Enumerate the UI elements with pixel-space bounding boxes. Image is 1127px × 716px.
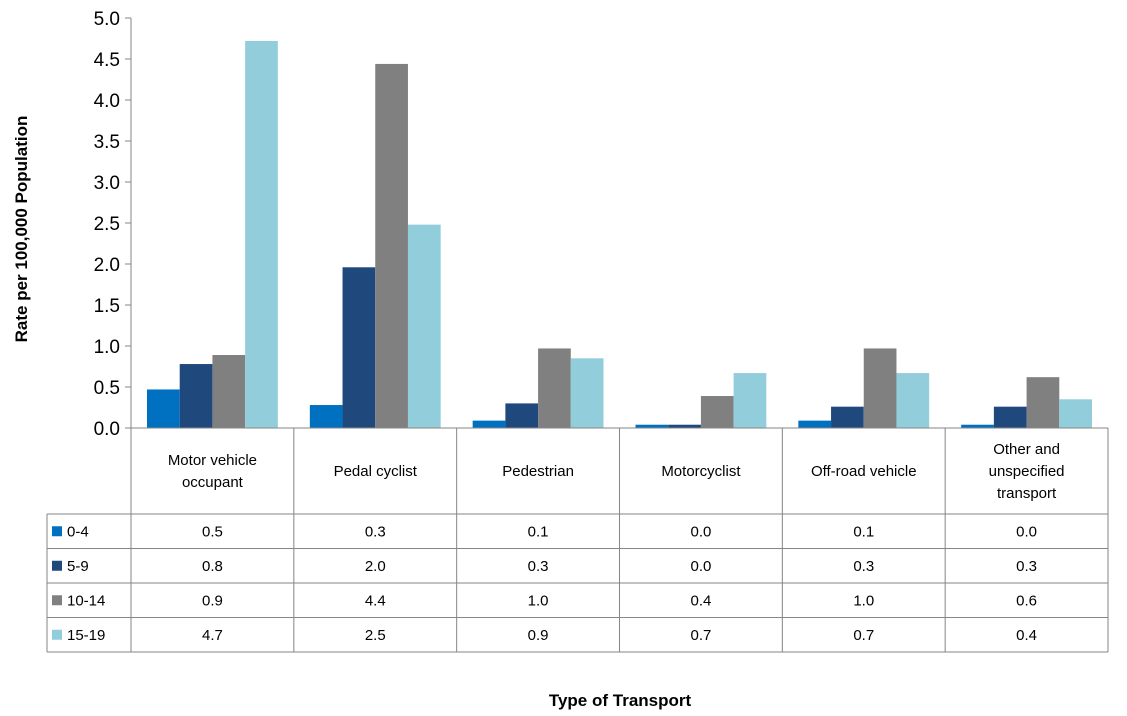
table-cell: 4.4 — [365, 592, 386, 609]
bar-10-14 — [1026, 377, 1060, 428]
y-tick-label: 0.0 — [94, 419, 120, 440]
bar-0-4 — [798, 420, 832, 428]
table-cell: 1.0 — [528, 592, 549, 609]
legend-label: 0-4 — [67, 523, 89, 540]
table-cell: 2.0 — [365, 558, 386, 575]
bar-5-9 — [179, 364, 213, 428]
bar-15-19 — [570, 358, 604, 428]
legend-label: 15-19 — [67, 627, 105, 644]
y-tick-label: 5.0 — [94, 9, 120, 30]
bars — [147, 40, 1092, 429]
y-axis-ticks: 0.0 0.5 1.0 1.5 2.0 2.5 3.0 3.5 4.0 4.5 5.0 — [94, 9, 131, 440]
category-label: Motorcyclist — [661, 463, 741, 480]
bar-10-14 — [212, 355, 246, 428]
bar-5-9 — [668, 424, 701, 428]
bar-5-9 — [831, 406, 864, 428]
y-tick-label: 2.5 — [94, 214, 120, 235]
table-cell: 0.1 — [528, 523, 549, 540]
bar-0-4 — [147, 389, 180, 428]
table-cell: 0.7 — [690, 627, 711, 644]
y-tick-label: 1.5 — [94, 296, 120, 317]
table-cell: 0.0 — [690, 558, 711, 575]
legend-key-10-14 — [52, 595, 62, 606]
bar-15-19 — [1059, 399, 1092, 428]
bar-0-4 — [472, 420, 506, 428]
data-table: Motor vehicle occupant Pedal cyclist Pedest… — [46, 428, 1109, 653]
table-cell: 4.7 — [202, 627, 223, 644]
category-label: Motor vehicle occupant — [168, 452, 257, 491]
table-cell: 0.1 — [853, 523, 874, 540]
table-cell: 0.0 — [690, 523, 711, 540]
table-cell: 0.4 — [1016, 627, 1037, 644]
bar-10-14 — [700, 396, 734, 428]
table-cell: 0.3 — [1016, 558, 1037, 575]
category-label: Off-road vehicle — [811, 463, 917, 480]
table-cell: 2.5 — [365, 627, 386, 644]
table-cell: 0.4 — [690, 592, 711, 609]
table-cell: 0.9 — [202, 592, 223, 609]
table-cell: 0.0 — [1016, 523, 1037, 540]
bar-5-9 — [505, 403, 539, 428]
category-label: Pedal cyclist — [334, 463, 418, 480]
y-tick-label: 1.0 — [94, 337, 120, 358]
y-tick-label: 3.5 — [94, 132, 120, 153]
legend-key-15-19 — [52, 629, 62, 640]
legend-label: 10-14 — [67, 592, 105, 609]
legend-key-0-4 — [52, 526, 62, 537]
bar-15-19 — [407, 224, 441, 428]
bar-10-14 — [538, 348, 571, 428]
legend-key-5-9 — [52, 560, 62, 571]
table-cell: 0.3 — [528, 558, 549, 575]
table-cell: 0.7 — [853, 627, 874, 644]
y-axis-title: Rate per 100,000 Population — [12, 116, 31, 343]
bar-0-4 — [635, 424, 669, 428]
y-tick-label: 2.0 — [94, 255, 120, 276]
table-cell: 0.3 — [853, 558, 874, 575]
y-tick-label: 3.0 — [94, 173, 120, 194]
table-cell: 0.5 — [202, 523, 223, 540]
y-tick-label: 4.0 — [94, 91, 120, 112]
bar-0-4 — [961, 424, 994, 428]
y-tick-label: 4.5 — [94, 50, 120, 71]
table-cell: 0.6 — [1016, 592, 1037, 609]
bar-5-9 — [342, 267, 376, 428]
bar-15-19 — [245, 40, 278, 429]
bar-10-14 — [375, 63, 408, 429]
table-cell: 0.8 — [202, 558, 223, 575]
bar-0-4 — [309, 405, 343, 428]
legend-label: 5-9 — [67, 558, 89, 575]
bar-15-19 — [733, 373, 767, 428]
bar-5-9 — [993, 406, 1027, 428]
category-label: Pedestrian — [502, 463, 574, 480]
x-axis-title: Type of Transport — [549, 691, 692, 710]
category-label: Other and unspecified transport — [989, 441, 1065, 502]
table-cell: 0.3 — [365, 523, 386, 540]
bar-10-14 — [863, 348, 897, 428]
table-cell: 0.9 — [528, 627, 549, 644]
y-tick-label: 0.5 — [94, 378, 120, 399]
bar-15-19 — [896, 373, 930, 428]
table-cell: 1.0 — [853, 592, 874, 609]
